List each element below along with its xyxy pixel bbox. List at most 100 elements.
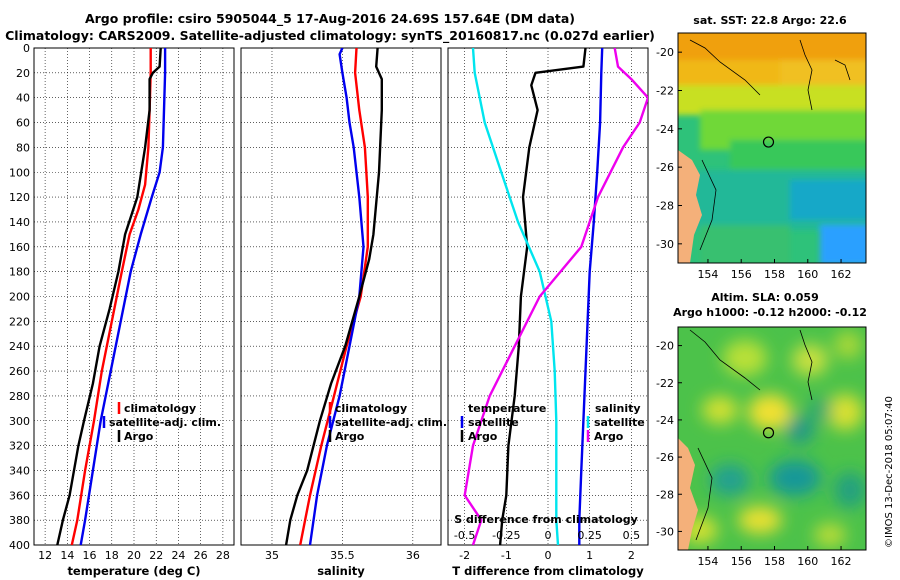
figure-title-line1: Argo profile: csiro 5905044_5 17-Aug-201… bbox=[85, 11, 575, 27]
temperature-x-label: temperature (deg C) bbox=[67, 564, 200, 578]
sst-map-ticks: -20 -22 -24 -26 -28 -30 154 156 158 160 162 bbox=[656, 46, 852, 281]
s-difference-label: S difference from climatology bbox=[454, 513, 638, 526]
x-tick-label: 20 bbox=[127, 549, 141, 562]
map-lat-tick: -26 bbox=[656, 451, 674, 464]
imos-timestamp: ©IMOS 13-Dec-2018 05:07:40 bbox=[884, 396, 895, 548]
salinity-x-label: salinity bbox=[317, 564, 365, 578]
map-lat-tick: -20 bbox=[656, 46, 674, 59]
temperature-x-ticks: 12 14 16 18 20 22 24 26 28 bbox=[38, 549, 230, 562]
salinity-legend: climatology satellite-adj. clim. Argo bbox=[328, 402, 447, 443]
map-lat-tick: -22 bbox=[656, 377, 674, 390]
s-diff-tick-label: 0.25 bbox=[577, 529, 602, 542]
sst-map-title: sat. SST: 22.8 Argo: 22.6 bbox=[693, 14, 847, 27]
map-lon-tick: 162 bbox=[831, 268, 852, 281]
map-lon-tick: 156 bbox=[731, 268, 752, 281]
sst-map bbox=[678, 33, 866, 263]
x-tick-label: 36 bbox=[406, 549, 420, 562]
map-lat-tick: -26 bbox=[656, 161, 674, 174]
salinity-difference-ticks: -0.5 -0.25 0 0.25 0.5 bbox=[454, 529, 640, 542]
t-difference-x-label: T difference from climatology bbox=[452, 564, 644, 578]
legend-s-argo: Argo bbox=[594, 430, 624, 443]
difference-x-ticks: -2 -1 0 1 2 bbox=[459, 549, 635, 562]
map-lat-tick: -28 bbox=[656, 488, 674, 501]
map-lon-tick: 158 bbox=[764, 268, 785, 281]
map-lon-tick: 160 bbox=[797, 268, 818, 281]
legend-climatology: climatology bbox=[124, 402, 196, 415]
argo-position-marker bbox=[762, 427, 775, 439]
x-tick-label: -2 bbox=[459, 549, 470, 562]
series-line-argo bbox=[56, 48, 162, 545]
depth-tick-label: 400 bbox=[9, 539, 30, 552]
difference-legend: temperature satellite Argo salinity sate… bbox=[460, 402, 645, 443]
sst-map-frame bbox=[677, 32, 867, 264]
figure-title-line2: Climatology: CARS2009. Satellite-adjuste… bbox=[5, 28, 655, 44]
s-diff-tick-label: -0.5 bbox=[454, 529, 475, 542]
difference-series bbox=[463, 48, 648, 545]
sla-map-title: Altim. SLA: 0.059 bbox=[711, 291, 818, 304]
sla-map bbox=[678, 327, 866, 550]
depth-tick-label: 360 bbox=[9, 489, 30, 502]
x-tick-label: 16 bbox=[83, 549, 97, 562]
legend-satellite: satellite-adj. clim. bbox=[109, 416, 221, 429]
depth-tick-label: 0 bbox=[23, 42, 30, 55]
coastline-land bbox=[678, 438, 698, 550]
x-tick-label: 35 bbox=[265, 549, 279, 562]
argo-position-marker bbox=[762, 136, 775, 148]
depth-tick-labels: 0 20 40 60 80 100 120 140 160 180 200 220 240 260 280 3… bbox=[9, 42, 30, 552]
sla-map-frame bbox=[677, 326, 867, 551]
sla-map-subtitle: Argo h1000: -0.12 h2000: -0.12 bbox=[673, 306, 867, 319]
depth-tick-label: 260 bbox=[9, 365, 30, 378]
map-lat-tick: -28 bbox=[656, 200, 674, 213]
map-lat-tick: -20 bbox=[656, 340, 674, 353]
depth-tick-label: 280 bbox=[9, 390, 30, 403]
x-tick-label: 18 bbox=[105, 549, 119, 562]
legend-argo: Argo bbox=[335, 430, 365, 443]
legend-s-satellite: satellite bbox=[594, 416, 645, 429]
depth-tick-label: 340 bbox=[9, 464, 30, 477]
series-line-s-argo bbox=[463, 48, 648, 545]
map-lat-tick: -22 bbox=[656, 85, 674, 98]
depth-tick-label: 300 bbox=[9, 415, 30, 428]
x-tick-label: 1 bbox=[586, 549, 593, 562]
series-line-t-satellite bbox=[578, 48, 604, 545]
map-lon-tick: 154 bbox=[697, 555, 718, 568]
legend-t-argo: Argo bbox=[468, 430, 498, 443]
depth-tick-label: 20 bbox=[16, 67, 30, 80]
legend-salinity-title: salinity bbox=[595, 402, 641, 415]
series-line-argo bbox=[284, 48, 383, 545]
map-lat-tick: -30 bbox=[656, 525, 674, 538]
temperature-series bbox=[56, 48, 167, 545]
series-line-t-argo bbox=[498, 48, 587, 545]
sla-map-ticks: -20 -22 -24 -26 -28 -30 154 156 158 160 162 bbox=[656, 340, 852, 568]
depth-tick-label: 200 bbox=[9, 291, 30, 304]
map-lat-tick: -30 bbox=[656, 238, 674, 251]
depth-tick-label: 380 bbox=[9, 514, 30, 527]
depth-tick-label: 180 bbox=[9, 266, 30, 279]
legend-temperature-title: temperature bbox=[468, 402, 546, 415]
series-line-climatology bbox=[299, 48, 369, 545]
temperature-legend: climatology satellite-adj. clim. Argo bbox=[102, 402, 221, 443]
difference-grid bbox=[448, 48, 648, 545]
depth-tick-label: 60 bbox=[16, 117, 30, 130]
x-tick-label: 14 bbox=[60, 549, 74, 562]
depth-tick-label: 320 bbox=[9, 440, 30, 453]
x-tick-label: 22 bbox=[149, 549, 163, 562]
x-tick-label: -1 bbox=[501, 549, 512, 562]
x-tick-label: 35.5 bbox=[330, 549, 355, 562]
salinity-x-ticks: 35 35.5 36 bbox=[265, 549, 420, 562]
x-tick-label: 24 bbox=[171, 549, 185, 562]
depth-tick-label: 160 bbox=[9, 241, 30, 254]
x-tick-label: 0 bbox=[545, 549, 552, 562]
series-line-satellite-adj-clim- bbox=[79, 48, 167, 545]
series-line-s-satellite bbox=[471, 48, 560, 545]
depth-tick-label: 100 bbox=[9, 166, 30, 179]
s-diff-tick-label: 0 bbox=[545, 529, 552, 542]
depth-tick-label: 80 bbox=[16, 141, 30, 154]
map-lat-tick: -24 bbox=[656, 123, 674, 136]
x-tick-label: 2 bbox=[628, 549, 635, 562]
x-tick-label: 26 bbox=[194, 549, 208, 562]
legend-satellite: satellite-adj. clim. bbox=[335, 416, 447, 429]
depth-tick-label: 120 bbox=[9, 191, 30, 204]
depth-tick-label: 140 bbox=[9, 216, 30, 229]
